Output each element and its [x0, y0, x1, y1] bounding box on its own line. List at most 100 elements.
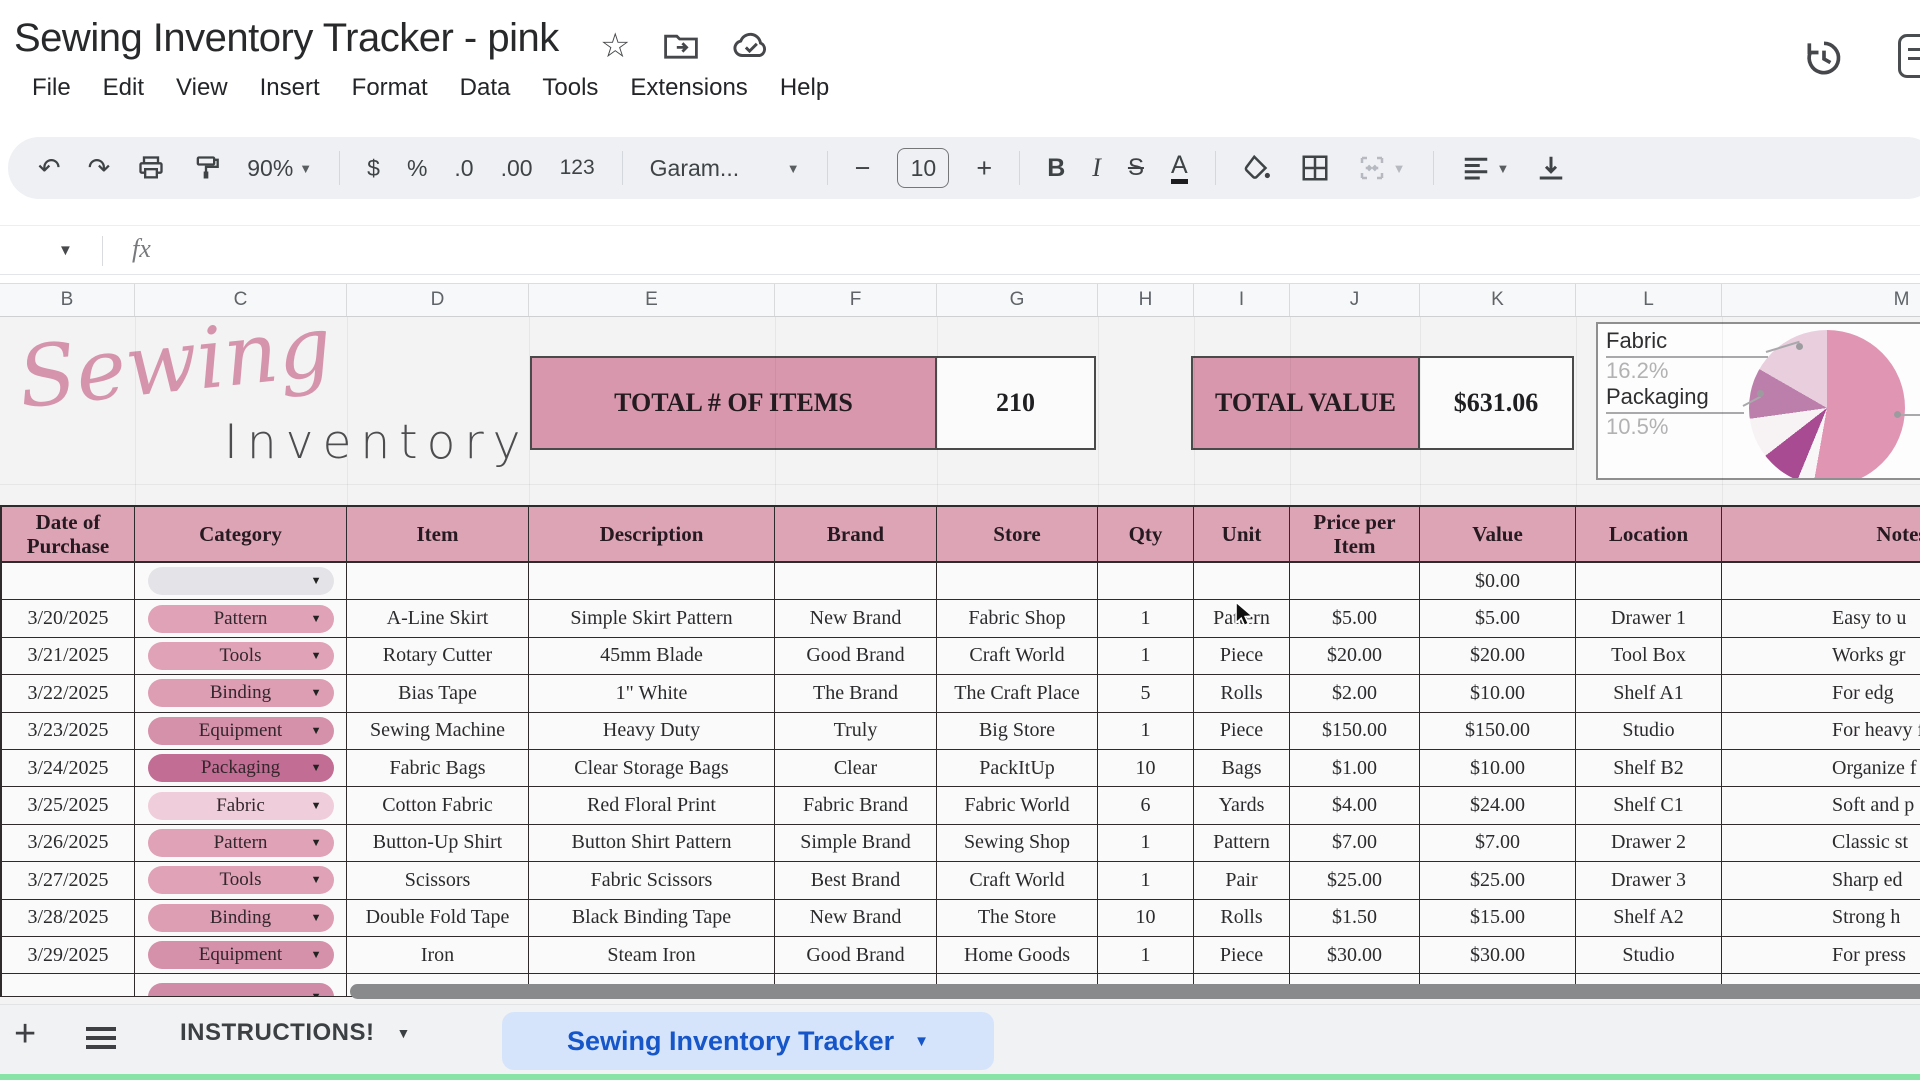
cell-unit[interactable]: Pattern	[1194, 824, 1290, 863]
cell-notes[interactable]: Sharp ed	[1722, 862, 1920, 900]
cell-price[interactable]: $30.00	[1290, 936, 1420, 975]
category-chip[interactable]: Packaging ▼	[147, 754, 334, 783]
cell-value[interactable]: $5.00	[1420, 600, 1576, 638]
menu-item-view[interactable]: View	[176, 74, 228, 101]
number-format-button[interactable]: 123	[559, 156, 595, 179]
cell-brand[interactable]: Best Brand	[775, 862, 937, 900]
move-folder-icon[interactable]	[664, 32, 699, 60]
cell-date[interactable]: 3/29/2025	[0, 936, 135, 975]
chip-caret-icon[interactable]: ▼	[310, 911, 322, 924]
cell-unit[interactable]: Rolls	[1194, 675, 1290, 713]
cell-location[interactable]: Drawer 2	[1576, 824, 1722, 863]
column-header-F[interactable]: F	[775, 284, 937, 316]
cell-description[interactable]: Black Binding Tape	[529, 899, 775, 937]
cell-value[interactable]: $7.00	[1420, 824, 1576, 863]
chip-caret-icon[interactable]: ▼	[310, 949, 322, 962]
currency-format-button[interactable]: $	[367, 154, 380, 181]
category-chip[interactable]: Pattern ▼	[147, 604, 334, 633]
column-header-L[interactable]: L	[1576, 284, 1722, 316]
cell-brand[interactable]: New Brand	[775, 899, 937, 937]
cell-brand[interactable]: The Brand	[775, 675, 937, 713]
cell-qty[interactable]	[1098, 563, 1194, 601]
cell-category[interactable]: Fabric ▼	[135, 787, 347, 825]
cell-location[interactable]: Shelf C1	[1576, 787, 1722, 825]
cell-location[interactable]: Drawer 3	[1576, 862, 1722, 900]
category-chip[interactable]: Binding ▼	[147, 903, 334, 932]
chip-caret-icon[interactable]: ▼	[310, 649, 322, 662]
menu-item-format[interactable]: Format	[351, 74, 428, 101]
cell-date[interactable]: 3/21/2025	[0, 637, 135, 676]
cell-item[interactable]: Iron	[347, 936, 529, 975]
cell-unit[interactable]: Piece	[1194, 637, 1290, 676]
cell-item[interactable]: Rotary Cutter	[347, 637, 529, 676]
category-pie-chart[interactable]: Fabric 16.2% Packaging 10.5%	[1596, 322, 1920, 480]
cell-qty[interactable]: 5	[1098, 675, 1194, 713]
cell-brand[interactable]: Good Brand	[775, 637, 937, 676]
cell-category[interactable]: ▼	[135, 563, 347, 601]
increase-decimal-button[interactable]: .00	[500, 154, 533, 181]
column-header-J[interactable]: J	[1290, 284, 1420, 316]
chip-caret-icon[interactable]: ▼	[310, 836, 322, 849]
cell-store[interactable]: Craft World	[937, 862, 1098, 900]
cell-location[interactable]: Studio	[1576, 936, 1722, 975]
merge-cells-button[interactable]: ▼	[1357, 153, 1406, 183]
cell-brand[interactable]: Fabric Brand	[775, 787, 937, 825]
cell-value[interactable]: $15.00	[1420, 899, 1576, 937]
cell-price[interactable]: $1.50	[1290, 899, 1420, 937]
cell-store[interactable]: Fabric World	[937, 787, 1098, 825]
menu-item-help[interactable]: Help	[779, 74, 830, 101]
category-chip[interactable]: Tools ▼	[147, 866, 334, 895]
cell-date[interactable]: 3/27/2025	[0, 862, 135, 900]
document-title[interactable]: Sewing Inventory Tracker - pink	[14, 16, 559, 60]
cell-description[interactable]: Fabric Scissors	[529, 862, 775, 900]
cell-item[interactable]: Button-Up Shirt	[347, 824, 529, 863]
cell-category[interactable]: Pattern ▼	[135, 600, 347, 638]
cell-description[interactable]	[529, 563, 775, 601]
cell-notes[interactable]: Easy to u	[1722, 600, 1920, 638]
cell-store[interactable]: The Store	[937, 899, 1098, 937]
horizontal-scrollbar[interactable]	[350, 984, 1920, 999]
cell-brand[interactable]: New Brand	[775, 600, 937, 638]
cell-price[interactable]: $5.00	[1290, 600, 1420, 638]
cell-value[interactable]: $24.00	[1420, 787, 1576, 825]
menu-item-data[interactable]: Data	[459, 74, 511, 101]
cell-item[interactable]: Sewing Machine	[347, 712, 529, 750]
all-sheets-menu-icon[interactable]	[86, 1027, 116, 1031]
cell-store[interactable]: Craft World	[937, 637, 1098, 676]
paint-format-button[interactable]	[192, 154, 220, 182]
menu-item-tools[interactable]: Tools	[542, 74, 599, 101]
cell-qty[interactable]: 1	[1098, 600, 1194, 638]
italic-button[interactable]: I	[1092, 153, 1101, 182]
cell-value[interactable]: $10.00	[1420, 675, 1576, 713]
cell-qty[interactable]: 10	[1098, 899, 1194, 937]
print-button[interactable]	[137, 154, 165, 182]
cell-item[interactable]: A-Line Skirt	[347, 600, 529, 638]
strikethrough-button[interactable]: S	[1127, 154, 1144, 181]
cell-qty[interactable]: 1	[1098, 712, 1194, 750]
cell-location[interactable]: Studio	[1576, 712, 1722, 750]
cell-item[interactable]: Bias Tape	[347, 675, 529, 713]
tab-caret-icon[interactable]: ▼	[396, 1025, 411, 1041]
column-header-B[interactable]: B	[0, 284, 135, 316]
cell-qty[interactable]: 1	[1098, 824, 1194, 863]
font-size-input[interactable]: 10	[897, 148, 950, 188]
column-header-D[interactable]: D	[347, 284, 529, 316]
cell-qty[interactable]: 1	[1098, 862, 1194, 900]
cell-notes[interactable]: Organize f	[1722, 749, 1920, 788]
cell-category[interactable]: Equipment ▼	[135, 712, 347, 750]
cell-price[interactable]: $1.00	[1290, 749, 1420, 788]
cell-description[interactable]: Button Shirt Pattern	[529, 824, 775, 863]
cell-date[interactable]: 3/22/2025	[0, 675, 135, 713]
cell-unit[interactable]	[1194, 563, 1290, 601]
cell-brand[interactable]: Good Brand	[775, 936, 937, 975]
menu-item-file[interactable]: File	[32, 74, 71, 101]
cell-item[interactable]: Double Fold Tape	[347, 899, 529, 937]
horizontal-align-button[interactable]: ▼	[1461, 153, 1509, 183]
cell-item[interactable]: Cotton Fabric	[347, 787, 529, 825]
cell-category[interactable]: Pattern ▼	[135, 824, 347, 863]
cell-brand[interactable]: Simple Brand	[775, 824, 937, 863]
version-history-icon[interactable]	[1802, 36, 1846, 80]
chip-caret-icon[interactable]: ▼	[310, 575, 322, 588]
cell-brand[interactable]	[775, 563, 937, 601]
cell-description[interactable]: Steam Iron	[529, 936, 775, 975]
